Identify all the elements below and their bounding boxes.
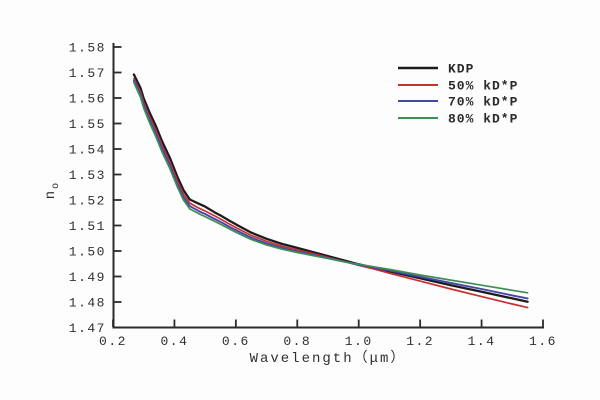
y-tick-label: 1.50 <box>69 245 106 260</box>
axes <box>112 43 544 329</box>
legend-label-70pct: 70% kD*P <box>448 95 518 110</box>
legend-label-80pct: 80% kD*P <box>448 112 518 127</box>
y-tick-label: 1.51 <box>69 219 106 234</box>
series-50pct-kdstarp-line <box>133 77 529 309</box>
y-tick-label: 1.49 <box>69 270 106 285</box>
x-tick-label: 0.4 <box>160 334 188 349</box>
x-tick-label: 0.2 <box>99 334 127 349</box>
y-tick-label: 1.56 <box>69 92 106 107</box>
legend: KDP 50% kD*P 70% kD*P 80% kD*P <box>398 62 518 127</box>
x-tick-label: 1.2 <box>406 334 434 349</box>
legend-label-50pct: 50% kD*P <box>448 79 518 94</box>
series-70pct-kdstarp-line <box>132 79 529 300</box>
y-tick-label: 1.55 <box>69 117 106 132</box>
legend-label-kdp: KDP <box>448 62 474 77</box>
y-tick-label: 1.53 <box>69 168 106 183</box>
x-tick-label: 0.8 <box>283 334 311 349</box>
y-tick-label: 1.57 <box>69 66 106 81</box>
x-axis-title: Wavelength（μm） <box>250 350 407 367</box>
y-axis-title: no <box>43 181 62 199</box>
y-tick-label: 1.52 <box>69 194 106 209</box>
y-tick-label: 1.47 <box>69 321 106 336</box>
y-tick-label: 1.54 <box>69 143 106 158</box>
x-tick-label: 0.6 <box>222 334 250 349</box>
y-tick-label: 1.58 <box>69 41 106 56</box>
series-80pct-kdstarp-line <box>133 81 529 294</box>
x-tick-label: 1.0 <box>345 334 373 349</box>
y-tick-label: 1.48 <box>69 296 106 311</box>
tick-marks <box>112 46 544 329</box>
x-tick-label: 1.6 <box>529 334 557 349</box>
x-tick-label: 1.4 <box>468 334 496 349</box>
curves <box>132 73 529 309</box>
tick-labels: 1.47 1.48 1.49 1.50 1.51 1.52 1.53 1.54 1.55 1.56… <box>69 41 557 350</box>
